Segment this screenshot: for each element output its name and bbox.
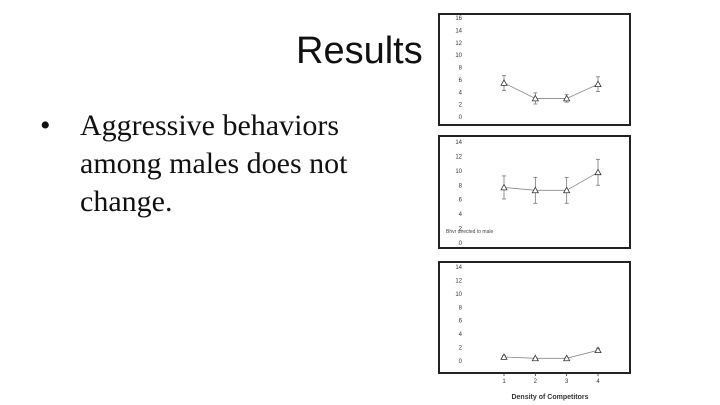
y-tick-label: 6 <box>459 78 463 84</box>
bullet-text: Aggressive behaviors among males does no… <box>80 109 348 218</box>
y-tick-label: 10 <box>455 292 462 298</box>
y-tick-label: 10 <box>455 169 462 175</box>
data-point-triangle <box>562 186 571 194</box>
x-axis-label: Density of Competitors <box>511 394 589 401</box>
data-point-triangle <box>562 354 571 362</box>
y-tick-label: 14 <box>455 140 462 146</box>
data-point-triangle <box>594 80 602 88</box>
y-tick-label: 10 <box>455 53 462 59</box>
series-line <box>503 82 599 99</box>
y-tick-label: 16 <box>455 16 462 22</box>
y-tick-label: 8 <box>459 66 463 72</box>
y-tick-label: 0 <box>459 115 463 121</box>
y-tick-label: 8 <box>459 305 463 311</box>
y-tick-label: 2 <box>459 346 463 352</box>
chart-1-plot: 0 2 4 6 8 10 12 14 16 <box>455 16 602 121</box>
chart-panel-2: 0 2 4 6 8 10 12 14 Bhvr directed to male <box>438 135 631 249</box>
x-tick-label: 3 <box>565 379 569 385</box>
y-tick-label: 8 <box>459 183 463 189</box>
y-tick-label: 14 <box>455 28 462 34</box>
series-line <box>503 349 599 359</box>
chart-panel-3: 0 2 4 6 8 10 12 14 1 2 3 4 <box>438 261 631 385</box>
y-tick-label: 2 <box>459 227 463 233</box>
x-tick-label: 1 <box>502 379 506 385</box>
y-tick-label: 2 <box>459 103 463 109</box>
y-tick-label: 12 <box>455 41 462 47</box>
data-point-triangle <box>500 79 508 86</box>
data-point-triangle <box>531 94 540 102</box>
series-line <box>503 171 599 191</box>
x-tick-label: 2 <box>534 379 538 385</box>
slide-title: Results <box>296 30 423 72</box>
y-tick-label: 12 <box>455 278 462 284</box>
data-point-triangle <box>500 183 508 191</box>
bullet-point-marker: • <box>40 109 51 142</box>
x-tick-label: 4 <box>596 379 600 385</box>
y-tick-label: 0 <box>459 241 463 247</box>
data-point-triangle <box>531 354 540 362</box>
chart-2-plot: 0 2 4 6 8 10 12 14 Bhvr directed to male <box>446 140 602 247</box>
y-tick-label: 6 <box>459 319 463 325</box>
data-point-triangle <box>562 94 571 102</box>
y-tick-label: 12 <box>455 154 462 160</box>
panel-side-text: Bhvr directed to male <box>446 229 493 235</box>
chart-panel-1: 0 2 4 6 8 10 12 14 16 <box>438 13 631 126</box>
y-tick-label: 6 <box>459 198 463 204</box>
y-tick-label: 4 <box>459 90 463 96</box>
data-point-triangle <box>531 186 540 194</box>
y-tick-label: 0 <box>459 359 463 365</box>
data-point-triangle <box>594 346 602 354</box>
y-tick-label: 14 <box>455 265 462 271</box>
data-point-triangle <box>594 168 602 176</box>
y-tick-label: 4 <box>459 212 463 218</box>
y-tick-label: 4 <box>459 332 463 338</box>
data-point-triangle <box>500 353 508 360</box>
